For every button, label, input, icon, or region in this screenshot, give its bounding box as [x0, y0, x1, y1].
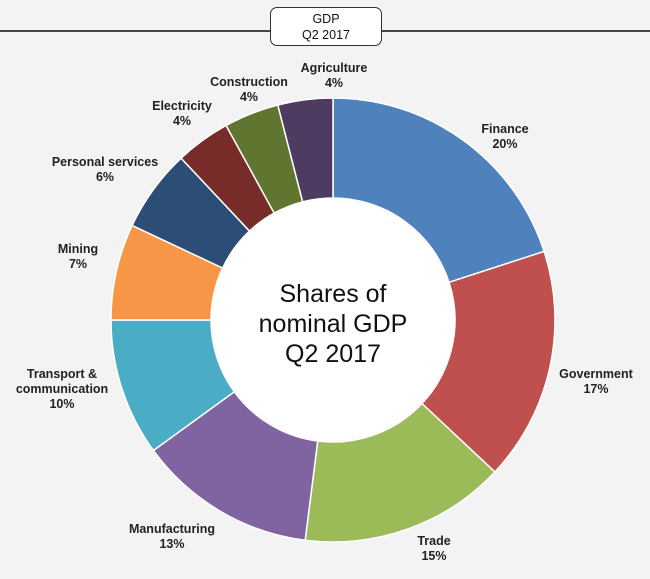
slice-label-trade: Trade 15%	[417, 534, 450, 563]
slice-finance	[332, 97, 546, 284]
slice-label-personal-services: Personal services 6%	[52, 155, 158, 184]
header-line-2: Q2 2017	[302, 28, 350, 42]
header-rule-right	[382, 30, 650, 32]
header-rule-left	[0, 30, 270, 32]
slice-government	[420, 250, 556, 474]
slice-label-manufacturing: Manufacturing 13%	[129, 522, 215, 551]
slice-label-group: Finance 20% Government 17% Trade 15% Manufactu…	[16, 61, 634, 563]
slice-label-mining: Mining 7%	[58, 242, 98, 271]
chart-title: Shares of nominal GDP Q2 2017	[259, 280, 408, 368]
slice-label-transport-and-communication: Transport & communication 10%	[16, 367, 108, 411]
chart-center-title: Shares of nominal GDP Q2 2017	[212, 199, 454, 441]
donut-hole	[212, 199, 454, 441]
slice-agriculture	[276, 97, 334, 203]
slice-label-agriculture: Agriculture 4%	[301, 61, 368, 90]
slice-label-government: Government 17%	[559, 367, 633, 396]
slice-label-electricity: Electricity 4%	[152, 99, 212, 128]
slice-label-construction: Construction 4%	[210, 75, 288, 104]
header-line-1: GDP	[312, 12, 340, 26]
slice-label-finance: Finance 20%	[481, 122, 528, 151]
slice-group	[110, 97, 556, 543]
header-badge: GDP Q2 2017	[270, 7, 382, 46]
